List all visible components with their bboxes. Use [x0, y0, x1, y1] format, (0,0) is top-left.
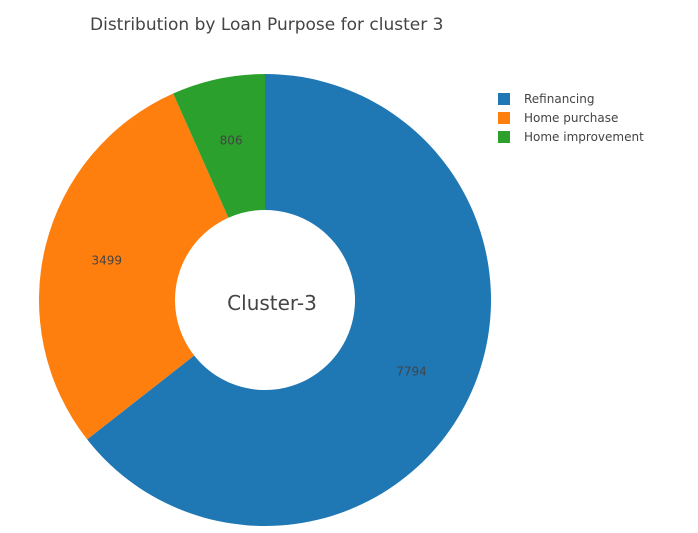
slice-home-improvement[interactable]: [173, 74, 265, 218]
legend-label: Home purchase: [524, 111, 618, 125]
slice-labels-group: 7794 3499 806: [92, 134, 427, 379]
legend-label: Home improvement: [524, 130, 644, 144]
chart-title: Distribution by Loan Purpose for cluster…: [90, 15, 443, 35]
slice-value-label: 806: [220, 134, 243, 148]
slice-home-purchase[interactable]: [38, 93, 229, 440]
legend-item-home-improvement[interactable]: Home improvement: [498, 130, 644, 144]
slice-refinancing[interactable]: [87, 74, 491, 526]
legend-label: Refinancing: [524, 92, 594, 106]
slice-value-label: 7794: [396, 364, 427, 378]
legend-item-refinancing[interactable]: Refinancing: [498, 92, 594, 106]
center-label: Cluster-3: [227, 291, 317, 315]
legend-item-home-purchase[interactable]: Home purchase: [498, 111, 618, 125]
slices-group: [38, 74, 491, 526]
legend-swatch: [498, 131, 510, 143]
legend-swatch: [498, 93, 510, 105]
slice-value-label: 3499: [92, 254, 123, 268]
legend: Refinancing Home purchase Home improvement: [498, 92, 644, 144]
legend-swatch: [498, 112, 510, 124]
